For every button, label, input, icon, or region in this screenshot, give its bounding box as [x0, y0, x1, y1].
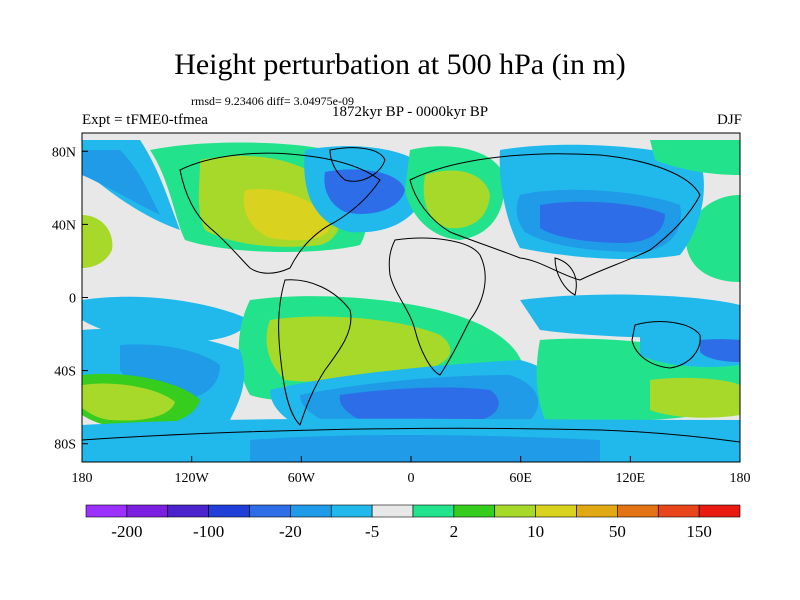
colorbar-label: -100	[193, 522, 224, 541]
plot-title: Height perturbation at 500 hPa (in m)	[174, 48, 626, 81]
contour-blue-atlantic-n-2	[324, 169, 405, 214]
coastline-eurasia	[409, 153, 701, 281]
season-label: DJF	[716, 112, 742, 128]
contour-yellow-indian	[650, 377, 740, 418]
lat-tick-label: 40N	[52, 218, 76, 233]
period-label: 1872kyr BP - 0000kyr BP	[331, 104, 489, 120]
lon-tick-label: 60E	[509, 471, 532, 486]
contour-blue-south-atl-3	[339, 387, 499, 424]
colorbar-label: 10	[527, 522, 544, 541]
latitude-axis: 80N 40N 0 40S 80S	[52, 145, 88, 453]
contour-green-pacific-e	[686, 195, 740, 282]
lon-tick-label: 180	[730, 471, 751, 486]
colorbar-swatch	[617, 504, 659, 518]
colorbar-swatch	[657, 504, 700, 518]
coastline-north-america	[179, 152, 381, 274]
contour-yellow-sw-pacific	[82, 383, 175, 421]
contour-yellowgreen-sa	[266, 316, 451, 382]
coastline-australia	[631, 321, 701, 369]
lat-tick-label: 0	[69, 292, 76, 307]
contour-blue-eq-pacific-e	[520, 294, 740, 338]
colorbar-label: -5	[365, 522, 379, 541]
coastline-africa	[388, 237, 486, 376]
lon-tick-label: 120W	[175, 471, 210, 486]
contour-blue-antarctic-2	[250, 435, 600, 462]
colorbar-label: 2	[450, 522, 459, 541]
colorbar-swatch	[290, 504, 332, 518]
colorbar-swatch	[412, 504, 455, 518]
colorbar-swatch	[494, 504, 536, 518]
coastline-antarctica	[82, 427, 740, 443]
coastline-greenland	[329, 147, 386, 182]
contour-field	[82, 133, 740, 462]
lat-tick-label: 80N	[52, 145, 76, 160]
colorbar-swatch	[167, 504, 209, 518]
contour-blue-south-aus-2	[700, 339, 740, 362]
stats-line: rmsd= 9.23406 diff= 3.04975e-09	[191, 94, 354, 108]
colorbar-swatch	[698, 504, 741, 518]
colorbar-swatch	[85, 504, 128, 518]
lat-tick-label: 80S	[54, 438, 76, 453]
colorbar-label: -20	[279, 522, 302, 541]
lon-tick-label: 60W	[288, 471, 316, 486]
colorbar-swatch	[208, 504, 250, 518]
colorbar-swatch	[371, 504, 414, 518]
lat-tick-label: 40S	[54, 365, 76, 380]
colorbar-swatch	[576, 504, 618, 518]
contour-green-arctic-e	[650, 140, 740, 175]
coastline-india	[554, 257, 577, 296]
experiment-label: Expt = tFME0-tfmea	[82, 112, 208, 128]
lon-tick-label: 120E	[616, 471, 646, 486]
longitude-axis: 180 120W 60W 0 60E 120E 180	[72, 456, 751, 486]
colorbar-swatch	[453, 504, 496, 518]
colorbar-swatch	[330, 504, 373, 518]
contour-yellowgreen-europe	[423, 170, 490, 229]
colorbar-label: 150	[686, 522, 712, 541]
colorbar-swatch	[126, 504, 169, 518]
colorbar-swatch	[249, 504, 291, 518]
colorbar: -200 -100 -20 -5 2 10 50 150	[85, 504, 741, 541]
colorbar-label: 50	[609, 522, 626, 541]
contour-yellow-na	[243, 189, 330, 241]
colorbar-swatch	[535, 504, 577, 518]
contour-blue-asia-3	[540, 201, 665, 243]
lon-tick-label: 0	[408, 471, 415, 486]
coastlines	[82, 147, 740, 443]
coastline-south-america	[278, 279, 352, 426]
lon-tick-label: 180	[72, 471, 93, 486]
contour-yellow-pacific-w	[82, 215, 113, 268]
colorbar-label: -200	[111, 522, 142, 541]
contour-blue-pacific-n-2	[82, 150, 160, 215]
